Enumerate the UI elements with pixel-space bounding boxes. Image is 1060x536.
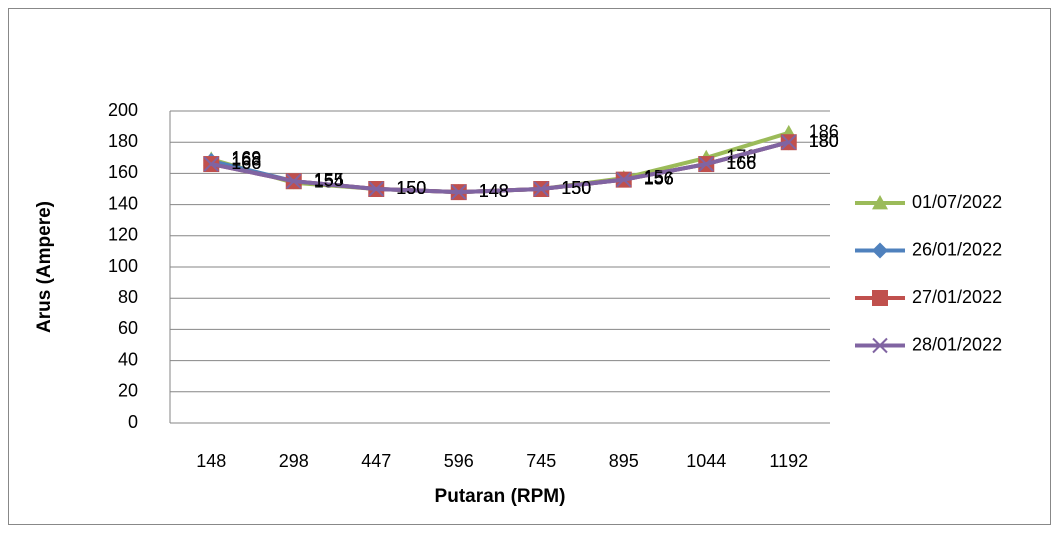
data-label: 150 — [396, 178, 426, 198]
legend-marker — [872, 242, 888, 259]
y-tick-label: 120 — [108, 225, 138, 245]
y-tick-label: 0 — [128, 412, 138, 432]
legend-label: 28/01/2022 — [912, 334, 1002, 354]
legend-label: 01/07/2022 — [912, 192, 1002, 212]
legend-label: 26/01/2022 — [912, 239, 1002, 259]
data-point — [368, 181, 384, 197]
data-label: 150 — [561, 178, 591, 198]
x-tick-label: 148 — [196, 451, 226, 471]
x-tick-label: 298 — [279, 451, 309, 471]
data-point — [203, 156, 219, 172]
data-label: 166 — [231, 153, 261, 173]
x-axis-title: Putaran (RPM) — [435, 486, 566, 507]
legend-label: 27/01/2022 — [912, 287, 1002, 307]
data-label: 148 — [479, 181, 509, 201]
data-label: 180 — [809, 131, 839, 151]
y-tick-label: 20 — [118, 381, 138, 401]
y-tick-label: 140 — [108, 193, 138, 213]
x-tick-label: 895 — [609, 451, 639, 471]
legend-marker — [872, 337, 888, 354]
data-label: 186 — [809, 122, 839, 142]
y-tick-label: 60 — [118, 318, 138, 338]
x-tick-label: 1192 — [769, 451, 808, 471]
x-tick-label: 596 — [444, 451, 474, 471]
x-tick-label: 745 — [526, 451, 556, 471]
legend-marker — [872, 195, 888, 210]
data-point — [616, 171, 632, 188]
data-label: 150 — [396, 178, 426, 198]
y-tick-label: 200 — [108, 100, 138, 120]
data-label: 180 — [809, 131, 839, 151]
data-label: 156 — [644, 168, 674, 188]
y-axis-title: Arus (Ampere) — [34, 201, 55, 333]
y-tick-label: 40 — [118, 349, 138, 369]
y-tick-label: 180 — [108, 131, 138, 151]
data-label: 155 — [314, 170, 344, 190]
y-tick-label: 100 — [108, 256, 138, 276]
data-point — [286, 173, 302, 189]
data-label: 168 — [231, 150, 261, 170]
series-line — [210, 140, 790, 195]
data-point — [533, 181, 549, 197]
data-point — [781, 134, 797, 150]
data-label: 180 — [809, 131, 839, 151]
y-tick-label: 80 — [118, 287, 138, 307]
data-label: 166 — [726, 153, 756, 173]
data-label: 169 — [231, 148, 261, 168]
data-point — [698, 156, 714, 172]
data-label: 150 — [396, 178, 426, 198]
x-tick-label: 1044 — [686, 451, 726, 471]
y-tick-label: 160 — [108, 162, 138, 182]
legend-marker — [872, 290, 888, 306]
x-tick-label: 447 — [361, 451, 391, 471]
data-point — [451, 184, 467, 200]
data-label: 150 — [396, 178, 426, 198]
